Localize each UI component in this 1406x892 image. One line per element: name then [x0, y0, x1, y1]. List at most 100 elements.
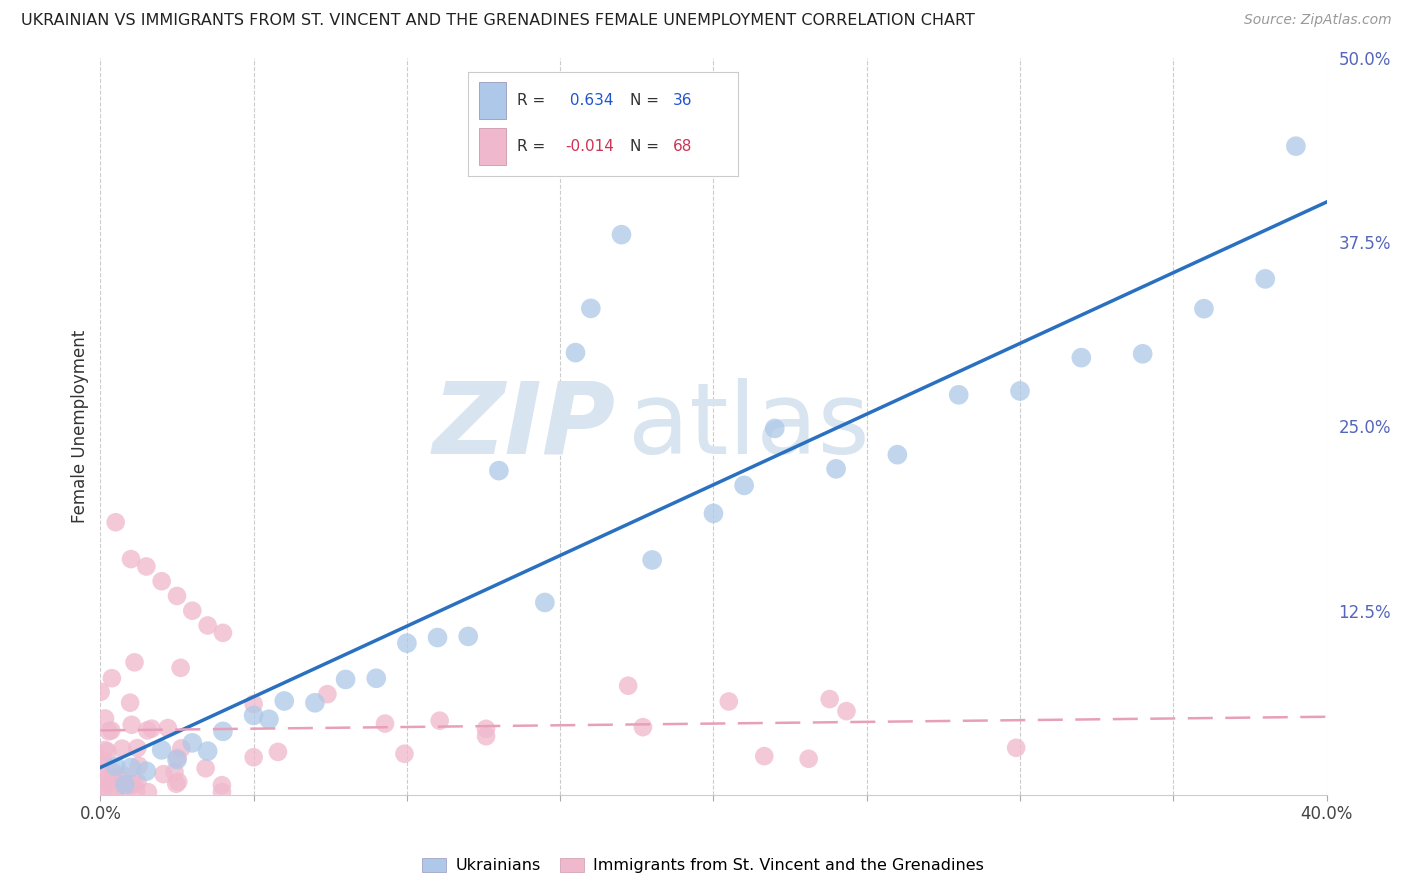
- Point: [212, 724, 235, 739]
- Point: [257, 712, 280, 726]
- Point: [100, 723, 122, 738]
- Point: [104, 515, 127, 529]
- Point: [166, 753, 188, 767]
- Point: [267, 745, 290, 759]
- Point: [114, 778, 136, 792]
- Point: [93, 781, 115, 796]
- Point: [105, 771, 128, 785]
- Point: [212, 625, 235, 640]
- Point: [211, 785, 233, 799]
- Point: [101, 764, 124, 779]
- Point: [124, 656, 146, 670]
- Point: [475, 722, 498, 736]
- Point: [111, 741, 134, 756]
- Point: [170, 741, 193, 756]
- Point: [91, 780, 114, 794]
- Point: [1070, 351, 1092, 365]
- Point: [641, 553, 664, 567]
- Point: [948, 388, 970, 402]
- Point: [1005, 740, 1028, 755]
- Point: [127, 741, 149, 756]
- Point: [197, 744, 219, 758]
- Point: [886, 448, 908, 462]
- Point: [1254, 272, 1277, 286]
- Point: [152, 767, 174, 781]
- Point: [394, 747, 416, 761]
- Point: [818, 692, 841, 706]
- Point: [91, 753, 114, 767]
- Point: [94, 774, 117, 789]
- Point: [124, 778, 146, 792]
- Point: [120, 760, 142, 774]
- Point: [97, 724, 120, 739]
- Point: [1008, 384, 1031, 398]
- Point: [835, 704, 858, 718]
- Point: [1192, 301, 1215, 316]
- Point: [135, 764, 157, 779]
- Point: [194, 761, 217, 775]
- Point: [1285, 139, 1308, 153]
- Point: [242, 708, 264, 723]
- Point: [702, 507, 724, 521]
- Point: [181, 604, 204, 618]
- Point: [457, 629, 479, 643]
- Point: [166, 589, 188, 603]
- Point: [165, 777, 187, 791]
- Point: [150, 574, 173, 589]
- Text: ZIP: ZIP: [433, 378, 616, 475]
- Point: [273, 694, 295, 708]
- Text: atlas: atlas: [627, 378, 869, 475]
- Point: [90, 759, 112, 773]
- Point: [120, 552, 142, 566]
- Point: [564, 345, 586, 359]
- Text: Source: ZipAtlas.com: Source: ZipAtlas.com: [1244, 13, 1392, 28]
- Point: [610, 227, 633, 242]
- Point: [395, 636, 418, 650]
- Point: [631, 720, 654, 734]
- Point: [211, 778, 233, 792]
- Point: [166, 750, 188, 764]
- Point: [105, 781, 128, 796]
- Point: [797, 752, 820, 766]
- Point: [181, 736, 204, 750]
- Point: [366, 671, 388, 685]
- Point: [579, 301, 602, 316]
- Point: [167, 774, 190, 789]
- Point: [763, 421, 786, 435]
- Point: [120, 696, 142, 710]
- Point: [90, 685, 112, 699]
- Point: [96, 744, 118, 758]
- Point: [94, 711, 117, 725]
- Point: [242, 750, 264, 764]
- Text: UKRAINIAN VS IMMIGRANTS FROM ST. VINCENT AND THE GRENADINES FEMALE UNEMPLOYMENT : UKRAINIAN VS IMMIGRANTS FROM ST. VINCENT…: [21, 13, 974, 29]
- Point: [150, 743, 173, 757]
- Point: [717, 694, 740, 708]
- Point: [429, 714, 451, 728]
- Point: [100, 780, 122, 794]
- Point: [304, 696, 326, 710]
- Point: [141, 722, 163, 736]
- Point: [335, 673, 357, 687]
- Point: [163, 764, 186, 779]
- Point: [197, 618, 219, 632]
- Point: [120, 777, 142, 791]
- Point: [94, 743, 117, 757]
- Point: [128, 758, 150, 772]
- Point: [316, 687, 339, 701]
- Y-axis label: Female Unemployment: Female Unemployment: [72, 330, 89, 523]
- Point: [101, 671, 124, 685]
- Point: [104, 759, 127, 773]
- Point: [112, 769, 135, 783]
- Point: [136, 785, 159, 799]
- Point: [426, 631, 449, 645]
- Point: [733, 478, 755, 492]
- Point: [617, 679, 640, 693]
- Point: [90, 764, 112, 779]
- Point: [488, 464, 510, 478]
- Point: [127, 775, 149, 789]
- Point: [825, 462, 848, 476]
- Point: [534, 595, 557, 609]
- Point: [754, 749, 776, 764]
- Point: [114, 785, 136, 799]
- Point: [156, 721, 179, 735]
